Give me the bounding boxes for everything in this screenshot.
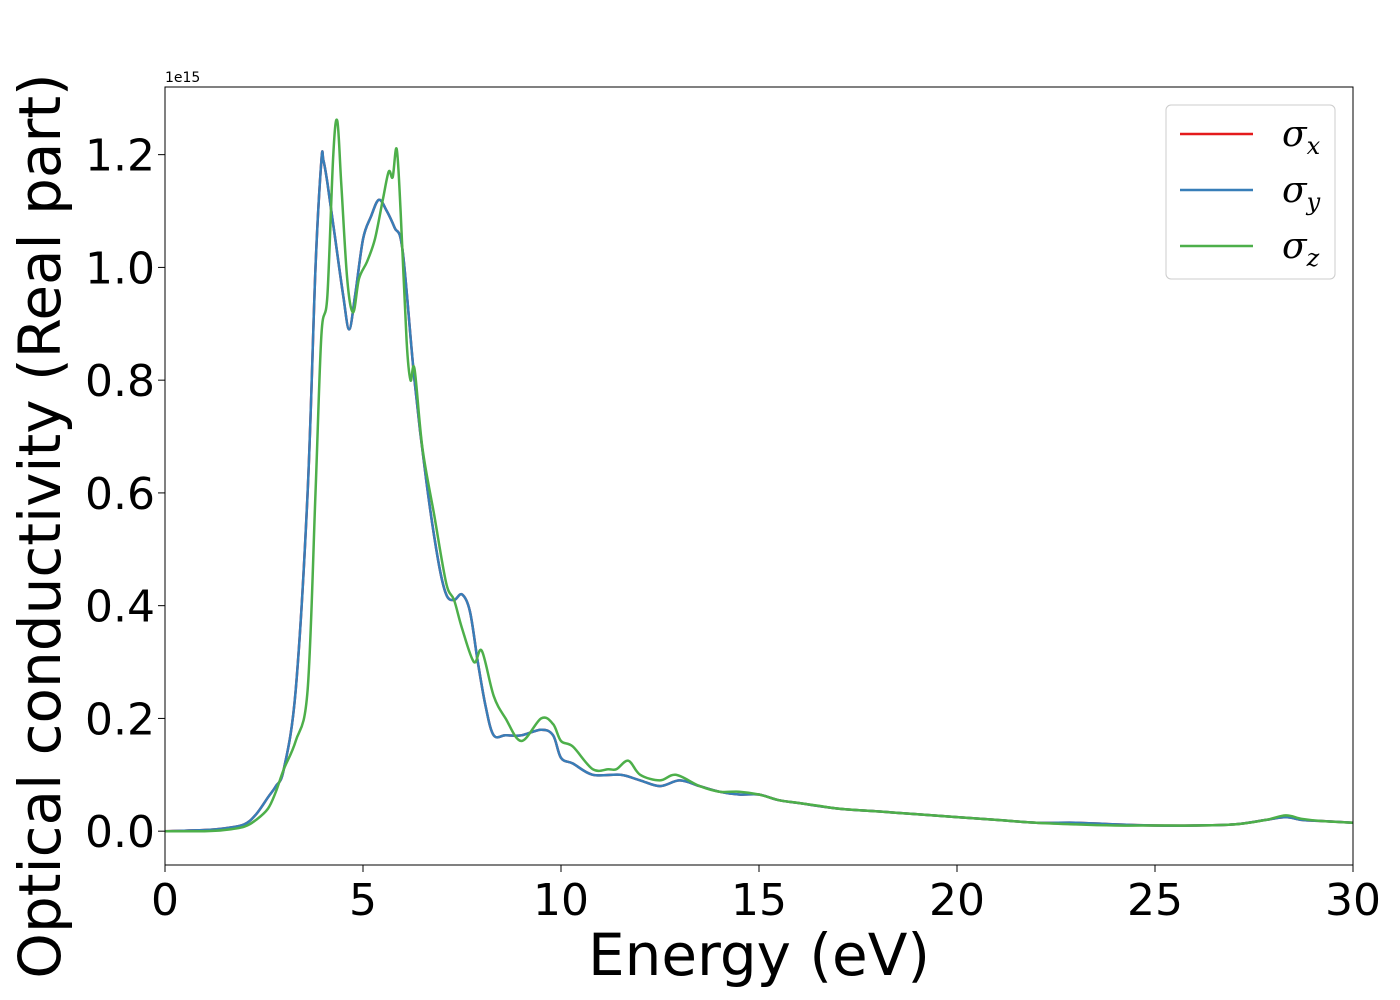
x-tick-label: 5 xyxy=(349,875,377,926)
y-tick-label: 1.2 xyxy=(85,131,155,182)
legend: σx σy σz xyxy=(1165,104,1336,280)
y-offset-label: 1e15 xyxy=(165,70,200,86)
legend-label-z: σz xyxy=(1282,226,1320,272)
plot-lines xyxy=(165,118,1353,833)
x-tick-label: 10 xyxy=(533,875,589,926)
legend-label-x: σx xyxy=(1282,114,1321,160)
y-tick-label: 0.4 xyxy=(85,582,155,633)
x-axis-title: Energy (eV) xyxy=(588,921,930,989)
y-tick-label: 0.2 xyxy=(85,694,155,745)
x-tick-label: 20 xyxy=(929,875,985,926)
x-axis-ticks: 0 5 10 15 20 25 30 xyxy=(151,865,1381,926)
legend-box xyxy=(1165,104,1336,280)
x-tick-label: 30 xyxy=(1325,875,1381,926)
series-line-z xyxy=(165,118,1353,833)
y-axis-title: Optical conductivity (Real part) xyxy=(6,73,74,978)
x-tick-label: 15 xyxy=(731,875,787,926)
y-tick-label: 0.6 xyxy=(85,469,155,520)
x-tick-label: 25 xyxy=(1127,875,1183,926)
y-axis-ticks: 0.0 0.2 0.4 0.6 0.8 1.0 1.2 xyxy=(85,131,165,858)
y-tick-label: 0.0 xyxy=(85,807,155,858)
y-tick-label: 1.0 xyxy=(85,243,155,294)
y-tick-label: 0.8 xyxy=(85,356,155,407)
x-tick-label: 0 xyxy=(151,875,179,926)
legend-label-y: σy xyxy=(1282,170,1321,216)
